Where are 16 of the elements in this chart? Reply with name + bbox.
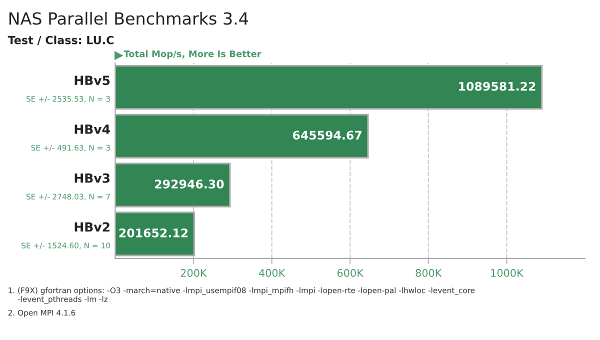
y-tick-label: HBv2 [74,222,110,232]
data-label: 201652.12 [119,228,188,238]
chart-subtitle: Test / Class: LU.C [8,36,114,46]
data-label: 645594.67 [292,130,362,140]
data-label: 292946.30 [155,180,224,189]
x-tick-label: 1000K [491,269,524,277]
y-tick-label: HBv4 [74,124,110,134]
data-label: 1089581.22 [459,82,536,91]
x-axis-title: Total Mop/s, More Is Better [124,50,262,59]
x-tick-label: 400K [258,269,286,277]
x-tick-label: 200K [180,269,208,277]
x-tick-label: 800K [416,269,442,277]
chart-title: NAS Parallel Benchmarks 3.4 [9,12,248,25]
y-tick-label: HBv5 [74,76,110,86]
x-tick-label: 600K [337,269,364,277]
y-tick-label: HBv3 [74,173,110,183]
